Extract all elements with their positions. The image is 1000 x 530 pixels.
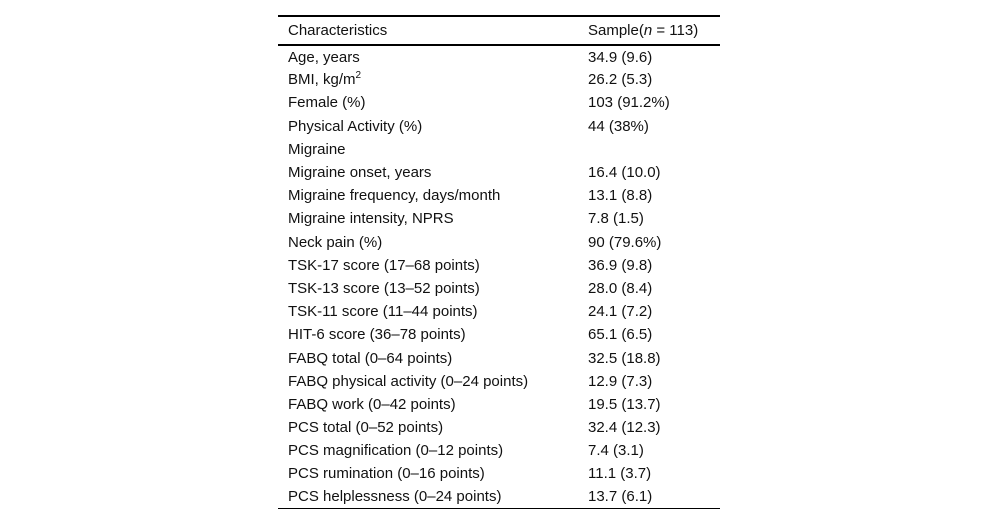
row-value: 24.1 (7.2) — [588, 303, 653, 321]
characteristics-table-container: Characteristics Sample(n = 113) Age, yea… — [278, 15, 720, 510]
row-label: PCS total (0–52 points) — [278, 416, 588, 439]
row-value: 36.9 (9.8) — [588, 256, 653, 274]
row-label-text: PCS total (0–52 points) — [288, 419, 444, 437]
row-label: FABQ work (0–42 points) — [278, 393, 588, 416]
sample-header-prefix: Sample( — [588, 22, 644, 39]
table-row: FABQ physical activity (0–24 points) 12.9… — [278, 370, 720, 393]
table-row: HIT-6 score (36–78 points) 65.1 (6.5) — [278, 323, 720, 346]
sample-header-suffix: = 113) — [652, 22, 699, 39]
characteristics-table: Characteristics Sample(n = 113) Age, yea… — [278, 15, 720, 510]
row-value — [588, 138, 720, 161]
row-value: 13.7 (6.1) — [588, 488, 653, 506]
row-label-text: Migraine intensity, NPRS — [288, 210, 454, 228]
row-label-text: PCS magnification (0–12 points) — [288, 442, 504, 460]
table-body: Age, years 34.9 (9.6) BMI, kg/m2 26.2 (5.3)… — [278, 45, 720, 509]
row-label: PCS rumination (0–16 points) — [278, 462, 588, 485]
row-value: 32.5 (18.8) — [588, 349, 661, 367]
row-label: TSK-13 score (13–52 points) — [278, 277, 588, 300]
column-header-sample: Sample(n = 113) — [588, 16, 720, 46]
row-label: PCS helplessness (0–24 points) — [278, 486, 588, 509]
row-label-text: HIT-6 score (36–78 points) — [288, 326, 466, 344]
row-label-text: FABQ total (0–64 points) — [288, 349, 453, 367]
row-label: Age, years — [278, 45, 588, 68]
row-value: 16.4 (10.0) — [588, 164, 661, 182]
table-row: PCS helplessness (0–24 points) 13.7 (6.1) — [278, 486, 720, 509]
row-label-text: FABQ work (0–42 points) — [288, 395, 456, 413]
row-label: TSK-11 score (11–44 points) — [278, 300, 588, 323]
row-label-text: PCS rumination (0–16 points) — [288, 465, 485, 483]
table-row: PCS rumination (0–16 points) 11.1 (3.7) — [278, 462, 720, 485]
table-header-row: Characteristics Sample(n = 113) — [278, 16, 720, 46]
table-row: Migraine — [278, 138, 720, 161]
row-value: 11.1 (3.7) — [588, 465, 652, 483]
row-label-text: Migraine onset, years — [288, 164, 432, 182]
table-row: Migraine intensity, NPRS 7.8 (1.5) — [278, 207, 720, 230]
row-value: 7.4 (3.1) — [588, 442, 644, 460]
table-row: TSK-11 score (11–44 points) 24.1 (7.2) — [278, 300, 720, 323]
row-value: 12.9 (7.3) — [588, 372, 653, 390]
row-label: FABQ physical activity (0–24 points) — [278, 370, 588, 393]
row-label-text: TSK-11 score (11–44 points) — [288, 303, 478, 321]
row-label: HIT-6 score (36–78 points) — [278, 323, 588, 346]
row-label-text: FABQ physical activity (0–24 points) — [288, 372, 529, 390]
table-row: TSK-13 score (13–52 points) 28.0 (8.4) — [278, 277, 720, 300]
row-value: 34.9 (9.6) — [588, 48, 653, 66]
column-header-characteristics: Characteristics — [278, 16, 588, 46]
sample-header-n: n — [643, 22, 653, 39]
row-label: Migraine — [278, 138, 588, 161]
row-label-text: TSK-17 score (17–68 points) — [288, 256, 480, 274]
row-label: TSK-17 score (17–68 points) — [278, 254, 588, 277]
row-label-text: Female (%) — [288, 94, 366, 112]
row-label-text: Migraine frequency, days/month — [288, 187, 501, 205]
row-label: Neck pain (%) — [278, 231, 588, 254]
row-label: Migraine frequency, days/month — [278, 184, 588, 207]
table-row: Female (%) 103 (91.2%) — [278, 91, 720, 114]
row-label: Female (%) — [278, 91, 588, 114]
row-label-text: Age, years — [288, 48, 360, 66]
table-row: Migraine onset, years 16.4 (10.0) — [278, 161, 720, 184]
table-row: TSK-17 score (17–68 points) 36.9 (9.8) — [278, 254, 720, 277]
row-label: Migraine onset, years — [278, 161, 588, 184]
row-label: PCS magnification (0–12 points) — [278, 439, 588, 462]
row-value: 32.4 (12.3) — [588, 419, 661, 437]
table-row: Migraine frequency, days/month 13.1 (8.8) — [278, 184, 720, 207]
row-value: 65.1 (6.5) — [588, 326, 653, 344]
row-label-text: Neck pain (%) — [288, 233, 383, 251]
row-value: 19.5 (13.7) — [588, 395, 661, 413]
row-label: Migraine intensity, NPRS — [278, 207, 588, 230]
table-row: Physical Activity (%) 44 (38%) — [278, 115, 720, 138]
table-row: PCS magnification (0–12 points) 7.4 (3.1) — [278, 439, 720, 462]
table-row: Neck pain (%) 90 (79.6%) — [278, 231, 720, 254]
row-label-text: TSK-13 score (13–52 points) — [288, 279, 480, 297]
row-label: BMI, kg/m2 — [278, 68, 588, 91]
row-label-text: PCS helplessness (0–24 points) — [288, 488, 502, 506]
row-label-text: Physical Activity (%) — [288, 117, 423, 135]
row-value: 7.8 (1.5) — [588, 210, 644, 228]
row-label: FABQ total (0–64 points) — [278, 346, 588, 369]
row-value: 103 (91.2%) — [588, 94, 670, 112]
row-value: 44 (38%) — [588, 117, 649, 135]
row-value: 90 (79.6%) — [588, 233, 662, 251]
table-row: FABQ work (0–42 points) 19.5 (13.7) — [278, 393, 720, 416]
table-row: Age, years 34.9 (9.6) — [278, 45, 720, 68]
table-row: FABQ total (0–64 points) 32.5 (18.8) — [278, 346, 720, 369]
superscript: 2 — [355, 70, 362, 82]
table-row: BMI, kg/m2 26.2 (5.3) — [278, 68, 720, 91]
row-value: 26.2 (5.3) — [588, 71, 653, 89]
row-label-text: Migraine — [288, 140, 346, 158]
table-row: PCS total (0–52 points) 32.4 (12.3) — [278, 416, 720, 439]
row-value: 13.1 (8.8) — [588, 187, 653, 205]
row-value: 28.0 (8.4) — [588, 279, 653, 297]
row-label: Physical Activity (%) — [278, 115, 588, 138]
row-label-text: BMI, kg/m — [288, 71, 356, 89]
